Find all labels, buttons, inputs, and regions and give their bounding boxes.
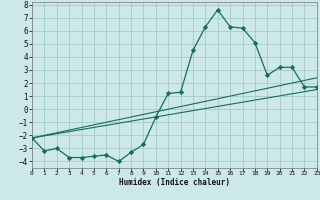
X-axis label: Humidex (Indice chaleur): Humidex (Indice chaleur)	[119, 178, 230, 187]
